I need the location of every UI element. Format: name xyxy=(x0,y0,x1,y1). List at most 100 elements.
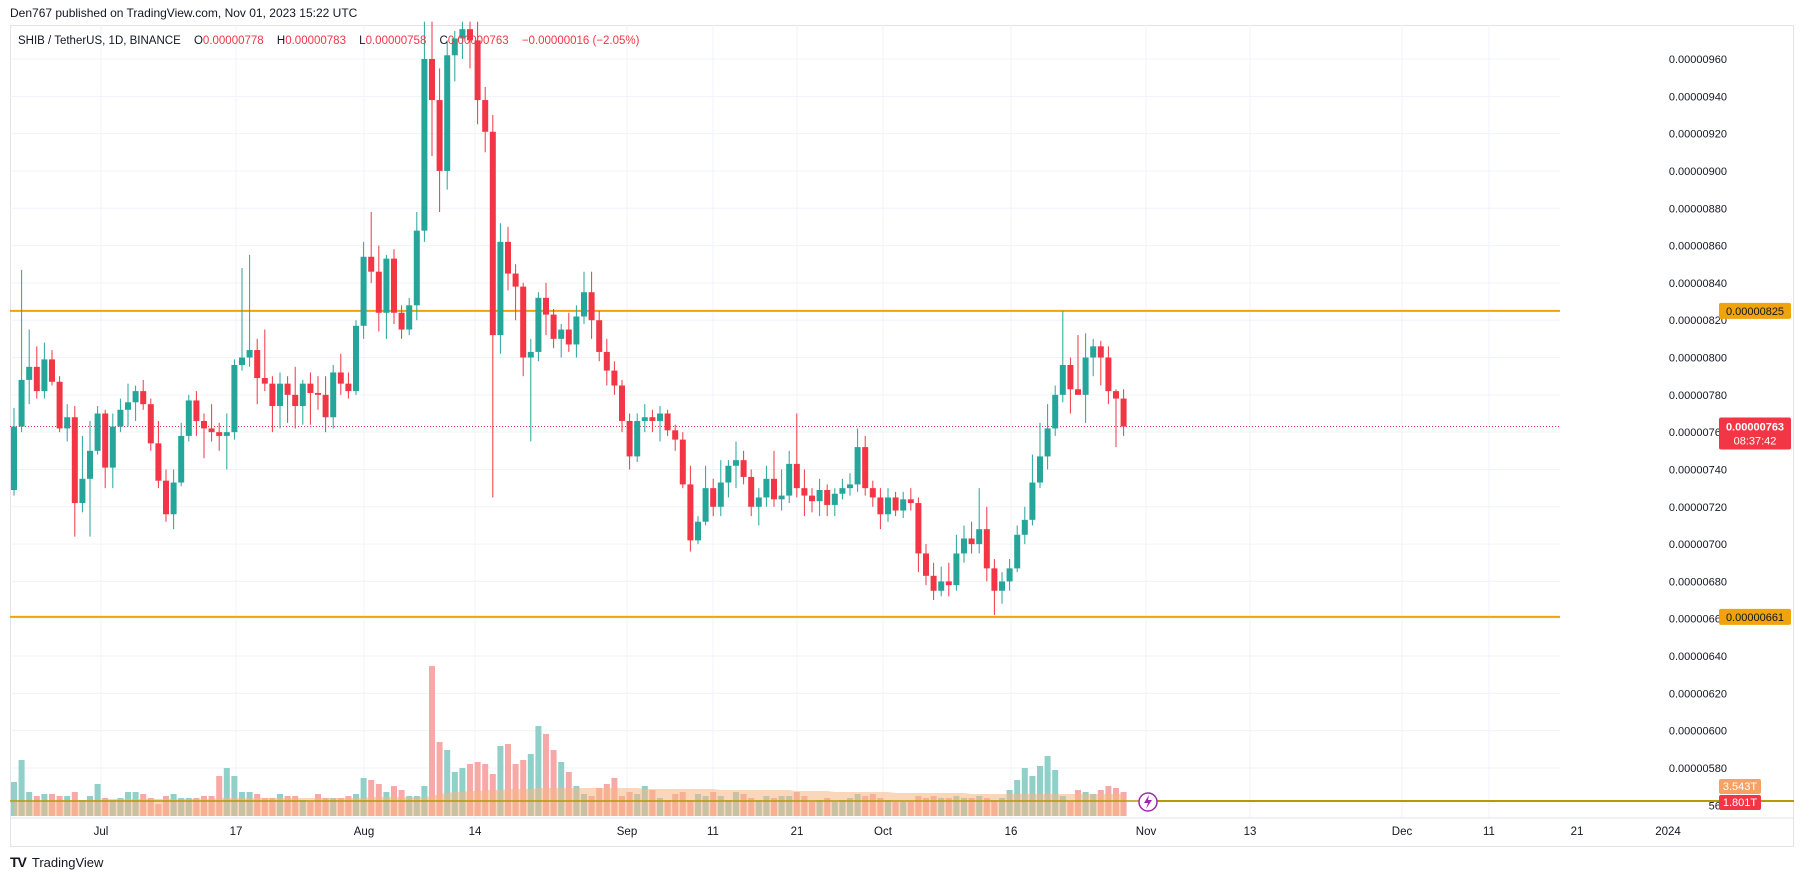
candle[interactable] xyxy=(786,450,793,504)
candle[interactable] xyxy=(565,312,572,352)
candle[interactable] xyxy=(877,488,884,530)
candle[interactable] xyxy=(1006,559,1013,591)
candle[interactable] xyxy=(641,404,648,433)
candle[interactable] xyxy=(102,409,109,489)
candle[interactable] xyxy=(284,376,291,423)
candle[interactable] xyxy=(125,383,131,427)
candle[interactable] xyxy=(261,329,268,392)
candle[interactable] xyxy=(132,385,139,421)
candle[interactable] xyxy=(603,338,610,386)
candle[interactable] xyxy=(968,521,975,554)
candle[interactable] xyxy=(900,491,907,518)
candle[interactable] xyxy=(983,506,990,582)
candle[interactable] xyxy=(254,338,261,405)
candle[interactable] xyxy=(862,435,869,496)
candle[interactable] xyxy=(596,310,603,362)
candle[interactable] xyxy=(1120,389,1127,436)
candle[interactable] xyxy=(163,469,169,522)
candle[interactable] xyxy=(1082,333,1089,423)
candle[interactable] xyxy=(1090,338,1097,377)
candle[interactable] xyxy=(702,465,709,526)
candle[interactable] xyxy=(725,460,732,498)
candle[interactable] xyxy=(649,409,656,433)
candle[interactable] xyxy=(611,361,618,395)
candle[interactable] xyxy=(170,469,177,530)
candle[interactable] xyxy=(527,338,534,442)
candle[interactable] xyxy=(512,264,519,321)
candle[interactable] xyxy=(839,478,846,500)
candle[interactable] xyxy=(1014,525,1021,573)
candle[interactable] xyxy=(49,350,55,386)
candle[interactable] xyxy=(398,305,405,339)
tradingview-logo[interactable]: TV TradingView xyxy=(10,854,103,870)
candle[interactable] xyxy=(793,413,800,498)
candle[interactable] xyxy=(178,422,185,487)
candle[interactable] xyxy=(945,562,952,597)
candle[interactable] xyxy=(223,413,230,470)
candle[interactable] xyxy=(771,450,777,507)
candle[interactable] xyxy=(345,372,352,399)
candle[interactable] xyxy=(1059,310,1066,403)
candle[interactable] xyxy=(185,394,192,442)
candle[interactable] xyxy=(885,488,891,522)
candle[interactable] xyxy=(558,323,565,358)
candle[interactable] xyxy=(619,379,625,433)
candle[interactable] xyxy=(809,488,815,513)
candle[interactable] xyxy=(451,31,458,82)
candle[interactable] xyxy=(748,469,755,517)
candle[interactable] xyxy=(444,40,451,190)
candle[interactable] xyxy=(1097,340,1104,386)
candle[interactable] xyxy=(299,379,306,425)
candle[interactable] xyxy=(1029,454,1036,526)
candle[interactable] xyxy=(847,473,853,496)
candle[interactable] xyxy=(1067,357,1074,414)
candle[interactable] xyxy=(231,359,238,440)
candle[interactable] xyxy=(763,465,770,507)
candle[interactable] xyxy=(923,544,929,586)
symbol-name[interactable]: SHIB / TetherUS, 1D, BINANCE xyxy=(18,35,181,47)
candle[interactable] xyxy=(208,404,215,442)
candle[interactable] xyxy=(489,114,496,498)
candle[interactable] xyxy=(869,480,876,507)
candle[interactable] xyxy=(193,391,200,436)
candle[interactable] xyxy=(1037,422,1043,489)
candle[interactable] xyxy=(147,398,154,451)
candle[interactable] xyxy=(854,428,861,492)
candle[interactable] xyxy=(755,488,762,526)
candle[interactable] xyxy=(436,68,443,212)
candle[interactable] xyxy=(816,478,823,517)
candle[interactable] xyxy=(406,297,413,336)
candle[interactable] xyxy=(117,398,124,433)
candle[interactable] xyxy=(315,376,321,410)
candle[interactable] xyxy=(1075,335,1081,395)
candle[interactable] xyxy=(277,372,283,429)
candle[interactable] xyxy=(588,271,595,339)
candle[interactable] xyxy=(634,413,641,463)
candle[interactable] xyxy=(672,424,679,451)
lightning-icon[interactable] xyxy=(1138,792,1158,812)
candle[interactable] xyxy=(33,346,40,399)
candle[interactable] xyxy=(360,241,367,339)
candle[interactable] xyxy=(497,223,504,354)
candle[interactable] xyxy=(953,534,960,591)
candle[interactable] xyxy=(778,469,785,511)
candle[interactable] xyxy=(907,488,914,511)
candle[interactable] xyxy=(1105,346,1112,405)
candle[interactable] xyxy=(961,525,967,563)
candle[interactable] xyxy=(307,372,314,425)
candle[interactable] xyxy=(201,413,207,459)
candle[interactable] xyxy=(56,376,63,433)
candle[interactable] xyxy=(330,364,337,429)
candle[interactable] xyxy=(71,406,78,537)
candle[interactable] xyxy=(687,465,694,552)
candle[interactable] xyxy=(109,413,116,489)
candle[interactable] xyxy=(626,413,633,470)
candle[interactable] xyxy=(824,484,831,517)
candle[interactable] xyxy=(740,450,747,485)
candle[interactable] xyxy=(573,305,580,358)
candle[interactable] xyxy=(915,497,922,573)
candle[interactable] xyxy=(155,420,162,489)
candle[interactable] xyxy=(710,478,717,517)
candle[interactable] xyxy=(459,21,466,59)
candle[interactable] xyxy=(999,572,1005,604)
